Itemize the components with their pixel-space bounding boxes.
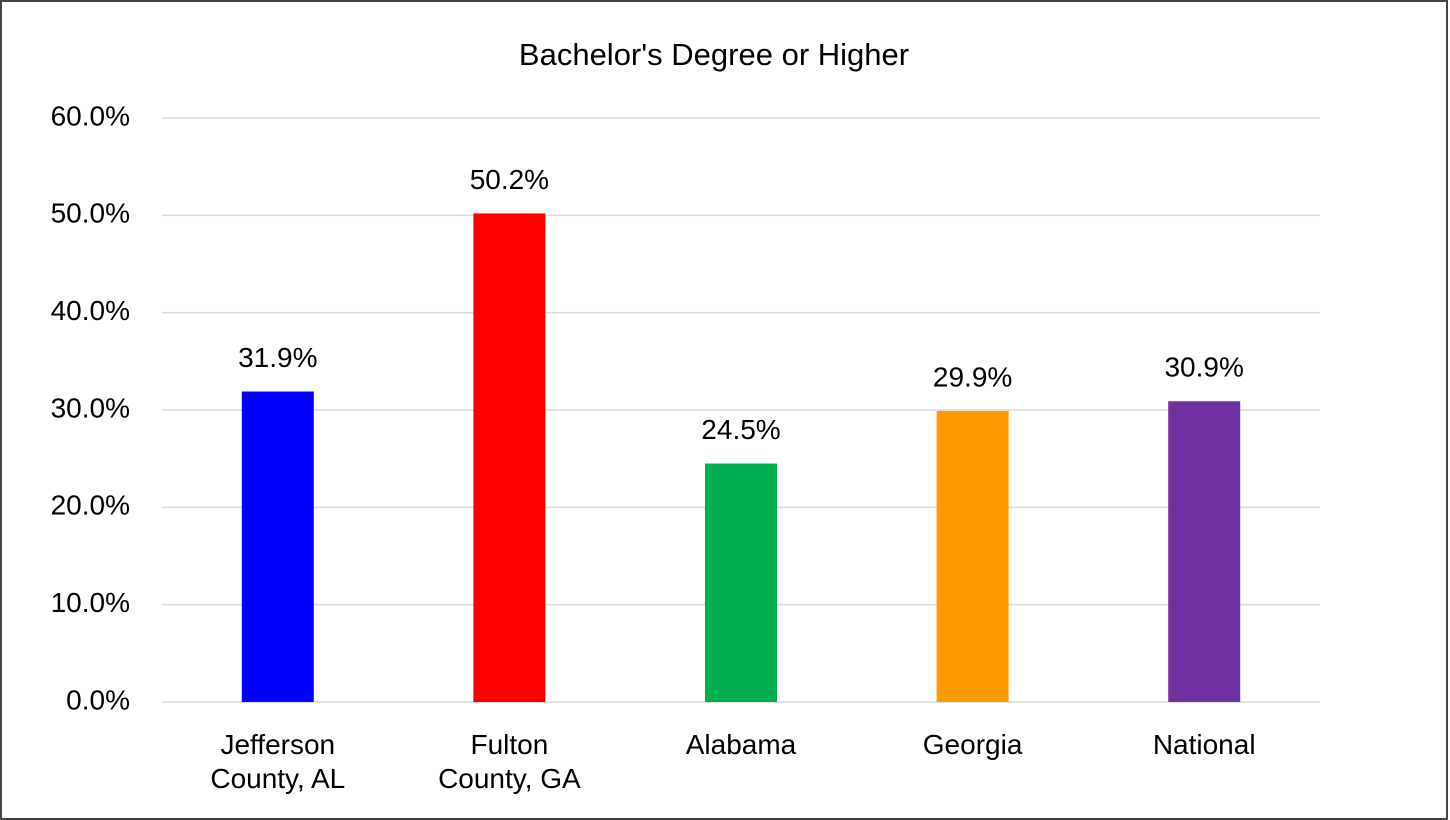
data-label: 29.9% xyxy=(933,361,1012,392)
x-tick-label: Alabama xyxy=(685,729,797,760)
y-tick-label: 40.0% xyxy=(51,295,130,326)
y-tick-label: 60.0% xyxy=(51,100,130,131)
y-tick-label: 30.0% xyxy=(51,392,130,423)
y-tick-label: 0.0% xyxy=(66,684,130,715)
y-tick-label: 20.0% xyxy=(51,490,130,521)
x-tick-label: Jefferson County, AL xyxy=(210,729,346,794)
bar xyxy=(936,410,1009,702)
bar xyxy=(473,213,546,703)
data-label: 30.9% xyxy=(1164,352,1243,383)
chart-title: Bachelor's Degree or Higher xyxy=(519,37,909,72)
data-label: 31.9% xyxy=(238,342,317,373)
x-tick-label: Fulton County, GA xyxy=(438,729,581,794)
data-label: 24.5% xyxy=(701,414,780,445)
bar xyxy=(1168,401,1241,702)
y-tick-label: 10.0% xyxy=(51,587,130,618)
y-tick-label: 50.0% xyxy=(51,198,130,229)
x-tick-label: National xyxy=(1152,729,1256,760)
data-label: 50.2% xyxy=(470,164,549,195)
bar xyxy=(705,463,777,702)
bar xyxy=(241,391,314,702)
x-tick-label: Georgia xyxy=(922,729,1023,760)
